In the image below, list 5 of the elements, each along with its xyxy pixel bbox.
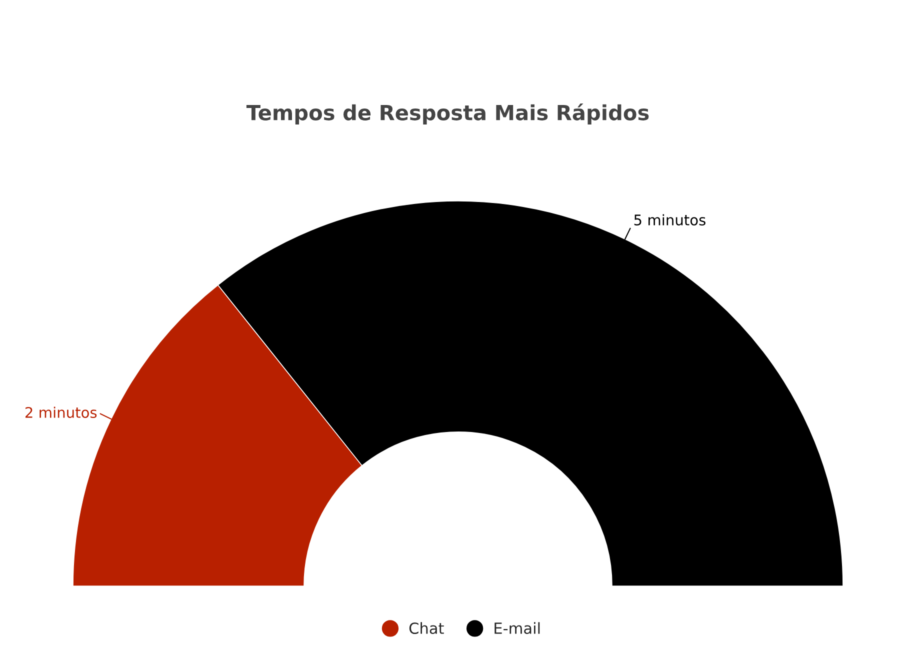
data-label: 2 minutos [25, 406, 97, 418]
legend-label: Chat [409, 622, 444, 634]
chart-title: Tempos de Resposta Mais Rápidos [246, 104, 649, 124]
legend-label: E-mail [494, 622, 540, 634]
data-label: 5 minutos [634, 214, 706, 226]
